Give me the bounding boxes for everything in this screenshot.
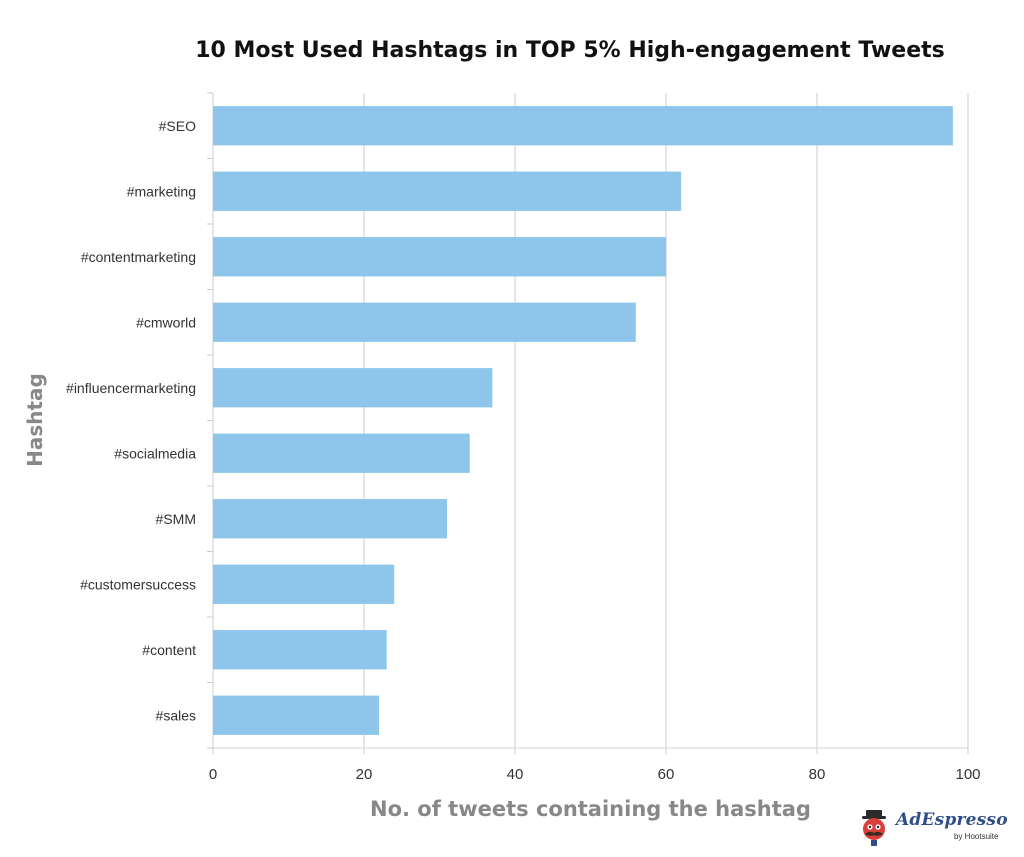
category-label: #influencermarketing xyxy=(66,380,196,396)
x-tick-label: 0 xyxy=(209,766,217,783)
brand-subtitle: by Hootsuite xyxy=(954,832,999,841)
x-tick-label: 20 xyxy=(356,766,373,783)
category-label: #socialmedia xyxy=(114,445,196,461)
brand-name: AdEspresso xyxy=(896,810,1008,830)
bar xyxy=(213,237,666,277)
x-tick-label: 40 xyxy=(507,766,524,783)
category-label: #SMM xyxy=(156,511,196,527)
bar xyxy=(213,171,682,211)
bar xyxy=(213,302,636,342)
brand-watermark: AdEspresso by Hootsuite xyxy=(858,808,1008,850)
mascot-logo-icon xyxy=(862,810,886,846)
x-tick-label: 60 xyxy=(658,766,675,783)
bar xyxy=(213,695,380,735)
category-label: #customersuccess xyxy=(80,576,196,592)
category-label: #SEO xyxy=(159,118,196,134)
x-tick-label: 100 xyxy=(955,766,980,783)
bar xyxy=(213,499,448,539)
bar xyxy=(213,106,953,146)
category-label: #sales xyxy=(156,707,196,723)
category-label: #marketing xyxy=(127,183,196,199)
category-label: #content xyxy=(142,642,196,658)
bar xyxy=(213,368,493,408)
y-axis-title: Hashtag xyxy=(23,373,47,467)
bar xyxy=(213,433,470,473)
bar xyxy=(213,564,395,604)
chart-title: 10 Most Used Hashtags in TOP 5% High-eng… xyxy=(195,38,945,63)
x-tick-label: 80 xyxy=(809,766,826,783)
category-label: #cmworld xyxy=(136,314,196,330)
category-label: #contentmarketing xyxy=(81,249,196,265)
bar xyxy=(213,630,387,670)
x-axis-title: No. of tweets containing the hashtag xyxy=(370,797,811,821)
